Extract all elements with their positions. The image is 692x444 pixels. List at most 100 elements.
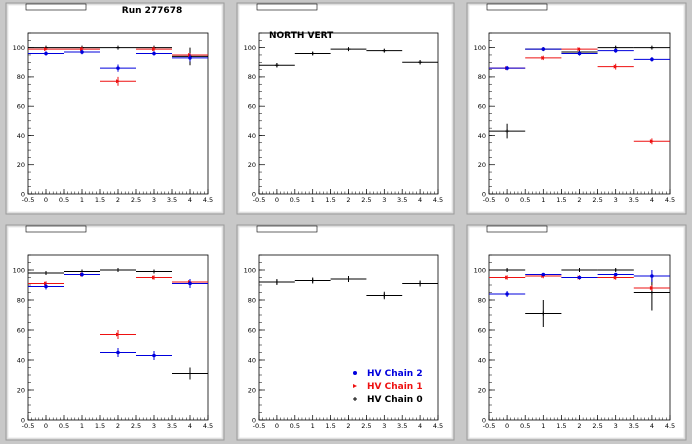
- x-tick-label: 3: [382, 196, 386, 204]
- y-tick-label: 40: [248, 132, 256, 140]
- pad-background: [468, 4, 685, 213]
- y-tick-label: 40: [17, 132, 25, 140]
- data-point: [650, 57, 654, 62]
- pad-background: [238, 226, 453, 439]
- x-tick-label: 2: [346, 422, 350, 430]
- x-tick-label: 0: [275, 422, 279, 430]
- x-tick-label: 0.5: [290, 196, 300, 204]
- legend: HV Chain 2 HV Chain 1 HV Chain 0: [353, 369, 423, 405]
- y-tick-label: 80: [17, 296, 25, 304]
- x-tick-label: 1.5: [325, 422, 335, 430]
- y-tick-label: 20: [248, 386, 256, 394]
- y-tick-label: 60: [17, 102, 25, 110]
- x-tick-label: 3.5: [397, 422, 407, 430]
- data-point: [649, 45, 654, 50]
- x-tick-label: 1.5: [325, 196, 335, 204]
- legend-marker: [353, 384, 357, 388]
- data-point: [44, 51, 48, 56]
- histogram-title-box: [486, 3, 548, 11]
- x-tick-label: 2: [577, 196, 581, 204]
- x-tick-label: 1: [80, 422, 84, 430]
- x-tick-label: 1.5: [556, 196, 566, 204]
- data-point: [505, 292, 509, 296]
- x-tick-label: 0.5: [520, 196, 530, 204]
- legend-label: HV Chain 1: [367, 382, 423, 392]
- data-point: [80, 272, 84, 277]
- x-tick-label: 1.5: [95, 422, 105, 430]
- x-tick-label: 3.5: [629, 422, 639, 430]
- x-tick-label: 4: [418, 196, 422, 204]
- y-tick-label: 40: [17, 356, 25, 364]
- x-tick-label: 2: [577, 422, 581, 430]
- y-tick-label: 20: [17, 386, 25, 394]
- data-point: [649, 139, 654, 144]
- data-point: [382, 48, 387, 53]
- x-tick-label: 2: [346, 196, 350, 204]
- y-tick-label: 60: [478, 326, 486, 334]
- data-point: [188, 371, 192, 376]
- data-point: [346, 47, 351, 52]
- x-tick-label: 4: [188, 422, 192, 430]
- y-tick-label: 40: [478, 356, 486, 364]
- data-point: [577, 268, 582, 272]
- data-point: [188, 281, 192, 286]
- pad-background: [7, 4, 223, 213]
- x-tick-label: 2.5: [361, 422, 371, 430]
- data-point: [613, 272, 618, 277]
- y-tick-label: 80: [248, 73, 256, 81]
- x-tick-label: 4.5: [433, 196, 443, 204]
- y-tick-label: 0: [252, 190, 256, 198]
- x-tick-label: 4.5: [665, 422, 675, 430]
- y-tick-label: 100: [13, 266, 25, 274]
- x-tick-label: 3.5: [397, 196, 407, 204]
- data-point: [44, 284, 48, 289]
- data-point: [541, 311, 546, 316]
- data-point: [152, 353, 156, 358]
- legend-entry: HV Chain 0: [353, 395, 423, 405]
- legend-entry: HV Chain 2: [353, 369, 423, 379]
- y-tick-label: 20: [478, 386, 486, 394]
- data-point: [577, 47, 582, 52]
- data-point: [274, 63, 279, 68]
- x-tick-label: 3.5: [167, 196, 177, 204]
- x-tick-label: 1: [541, 422, 545, 430]
- data-point: [505, 275, 510, 280]
- x-tick-label: 3: [152, 196, 156, 204]
- x-tick-label: 4: [650, 196, 654, 204]
- x-tick-label: -0.5: [253, 422, 266, 430]
- x-tick-label: 4: [418, 422, 422, 430]
- legend-entry: HV Chain 1: [353, 382, 423, 392]
- data-point: [152, 51, 156, 56]
- data-point: [152, 275, 156, 280]
- series-0: [489, 268, 670, 327]
- data-point: [613, 48, 618, 53]
- x-tick-label: 4.5: [665, 196, 675, 204]
- data-point: [577, 275, 582, 280]
- x-tick-label: 3: [614, 422, 618, 430]
- series-0: [259, 276, 438, 300]
- data-point: [152, 269, 156, 274]
- data-point: [188, 56, 192, 60]
- data-point: [577, 51, 582, 56]
- legend-marker: [353, 371, 357, 375]
- x-tick-label: 2.5: [131, 422, 141, 430]
- pad-background: [238, 4, 453, 213]
- y-tick-label: 20: [478, 161, 486, 169]
- histogram-title-box: [486, 225, 548, 233]
- x-tick-label: 3.5: [167, 422, 177, 430]
- x-tick-label: -0.5: [483, 422, 496, 430]
- series-0: [28, 268, 208, 380]
- data-point: [274, 280, 279, 284]
- data-point: [116, 350, 120, 355]
- data-point: [505, 268, 510, 272]
- y-tick-label: 40: [478, 132, 486, 140]
- x-tick-label: 1.5: [95, 196, 105, 204]
- x-tick-label: 2: [116, 422, 120, 430]
- series-2: [489, 47, 670, 71]
- y-tick-label: 60: [248, 326, 256, 334]
- y-tick-label: 0: [252, 416, 256, 424]
- data-point: [44, 47, 48, 52]
